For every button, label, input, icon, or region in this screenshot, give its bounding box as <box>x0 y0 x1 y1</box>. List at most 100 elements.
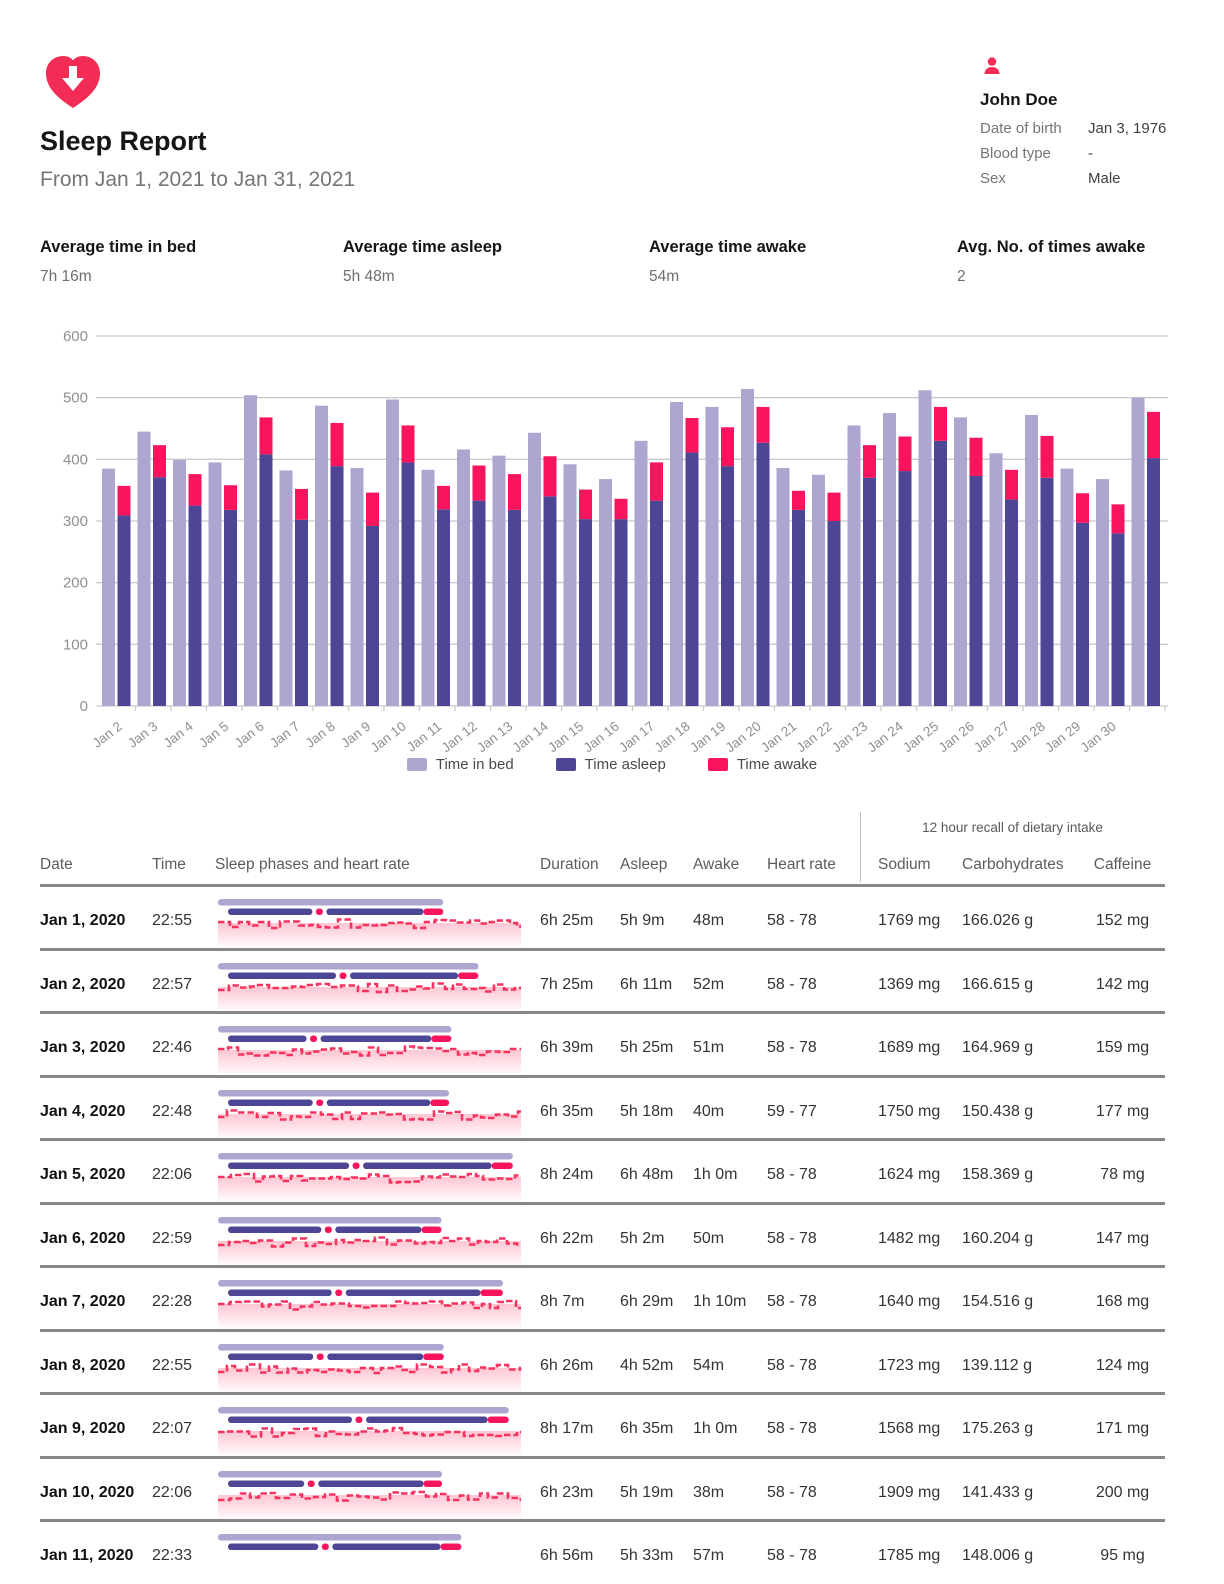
bar-time-awake <box>721 427 734 467</box>
phase-awake-end-segment <box>480 1289 503 1296</box>
phase-awake-dot <box>321 1543 329 1550</box>
bar-time-in-bed <box>776 467 790 706</box>
phase-in-bed-bar <box>218 962 479 969</box>
cell-awake: 54m <box>693 1356 725 1374</box>
y-tick-label: 100 <box>63 636 88 653</box>
cell-heart-rate: 58 - 78 <box>767 1039 817 1056</box>
cell-asleep: 5h 18m <box>620 1102 674 1120</box>
phase-awake-dot <box>316 1099 324 1106</box>
table-row: Jan 10, 2020 22:06 6h 23m 5h 19m 38m 58 - 78 1… <box>40 1455 1165 1521</box>
cell-awake: 40m <box>693 1102 725 1120</box>
bar-time-in-bed <box>102 468 115 706</box>
cell-awake: 1h 0m <box>693 1420 738 1437</box>
cell-sleep-phases <box>215 1462 540 1527</box>
cell-carbohydrates: 166.615 g <box>962 975 1034 993</box>
bar-time-in-bed <box>670 401 683 706</box>
sleep-phases-heart-rate-graphic <box>218 1343 522 1394</box>
phase-in-bed-bar <box>218 899 444 906</box>
summary-value: 2 <box>957 268 966 285</box>
bar-time-in-bed <box>492 455 506 706</box>
sleep-table: 12 hour recall of dietary intake Date Ti… <box>40 808 1165 1583</box>
phase-awake-end-segment <box>423 1353 444 1360</box>
phase-asleep-segment <box>320 1035 432 1042</box>
bar-time-awake <box>756 406 770 443</box>
table-row: Jan 4, 2020 22:48 6h 35m 5h 18m 40m 59 - 77 17… <box>40 1074 1165 1140</box>
phase-awake-end-segment <box>421 1226 442 1233</box>
bar-time-in-bed <box>386 399 399 706</box>
col-carbohydrates: Carbohydrates <box>962 856 1064 873</box>
cell-carbohydrates: 160.204 g <box>962 1229 1034 1247</box>
bar-time-asleep <box>508 509 521 706</box>
bar-time-in-bed <box>457 449 470 706</box>
phase-asleep-segment <box>228 1353 314 1360</box>
phase-awake-end-segment <box>423 1480 443 1487</box>
dietary-group-divider <box>860 812 861 882</box>
phase-asleep-segment <box>228 972 337 979</box>
sleep-phases-heart-rate-graphic <box>218 1216 521 1267</box>
cell-heart-rate: 58 - 78 <box>767 1166 817 1183</box>
cell-heart-rate: 58 - 78 <box>767 1547 817 1564</box>
sleep-phases-heart-rate-graphic <box>218 1407 521 1457</box>
phase-awake-end-segment <box>423 908 444 915</box>
patient-fields: Date of birth Jan 3, 1976 Blood type - S… <box>980 120 1195 187</box>
bar-time-awake <box>1111 504 1125 534</box>
bar-time-awake <box>1076 493 1089 523</box>
col-asleep: Asleep <box>620 856 668 873</box>
bar-time-awake <box>934 406 947 441</box>
bar-time-asleep <box>792 509 805 706</box>
cell-carbohydrates: 166.026 g <box>962 912 1034 929</box>
bar-time-awake <box>153 445 166 478</box>
bar-time-awake <box>685 418 699 453</box>
sleep-phases-heart-rate-graphic <box>218 1026 521 1076</box>
cell-duration: 6h 25m <box>540 912 594 929</box>
col-duration: Duration <box>540 856 599 873</box>
x-tick-label: Jan 6 <box>232 719 267 751</box>
cell-heart-rate: 58 - 78 <box>767 1420 817 1437</box>
phase-awake-dot <box>315 908 323 915</box>
cell-awake: 51m <box>693 1039 725 1056</box>
cell-sleep-phases <box>215 1271 540 1336</box>
cell-awake: 38m <box>693 1483 725 1501</box>
x-tick-label: Jan 22 <box>794 719 835 754</box>
phase-awake-dot <box>307 1480 315 1487</box>
cell-caffeine: 159 mg <box>1095 1039 1150 1056</box>
sleep-phases-heart-rate-graphic <box>218 1470 521 1521</box>
field-label: Sex <box>980 170 1006 187</box>
heart-rate-fill <box>218 1240 521 1267</box>
field-value: - <box>1088 145 1093 162</box>
phase-awake-end-segment <box>430 1099 450 1106</box>
x-tick-label: Jan 27 <box>971 719 1012 754</box>
person-icon <box>984 57 1000 74</box>
sleep-phases-heart-rate-graphic <box>218 962 521 1013</box>
cell-sleep-phases <box>215 1335 540 1400</box>
bar-time-awake <box>579 489 592 520</box>
x-tick-label: Jan 14 <box>510 718 552 754</box>
bar-time-in-bed <box>847 425 861 706</box>
sleep-phases-heart-rate-graphic <box>218 1534 462 1550</box>
phase-asleep-segment <box>228 1162 350 1169</box>
bar-time-asleep <box>259 454 273 706</box>
sleep-phases-heart-rate-graphic <box>218 1089 521 1140</box>
bar-time-asleep <box>224 509 237 706</box>
bar-time-asleep <box>295 519 308 706</box>
bar-time-asleep <box>1111 533 1125 706</box>
bar-time-awake <box>188 474 202 506</box>
phase-in-bed-bar <box>218 1026 452 1033</box>
bar-time-awake <box>437 485 450 510</box>
cell-heart-rate: 58 - 78 <box>767 1229 817 1247</box>
x-tick-label: Jan 18 <box>652 719 693 754</box>
phase-awake-dot <box>316 1353 324 1360</box>
summary-value: 5h 48m <box>343 268 395 285</box>
cell-asleep: 5h 19m <box>620 1483 674 1501</box>
phase-awake-end-segment <box>458 972 479 979</box>
phase-in-bed-bar <box>218 1280 503 1287</box>
bar-time-in-bed <box>705 406 719 706</box>
cell-date: Jan 11, 2020 <box>40 1547 134 1564</box>
bar-time-awake <box>224 485 237 510</box>
x-tick-label: Jan 29 <box>1042 719 1083 754</box>
bar-time-awake <box>472 465 486 501</box>
cell-heart-rate: 59 - 77 <box>767 1102 817 1120</box>
bar-time-awake <box>259 417 273 455</box>
cell-asleep: 5h 9m <box>620 912 665 929</box>
